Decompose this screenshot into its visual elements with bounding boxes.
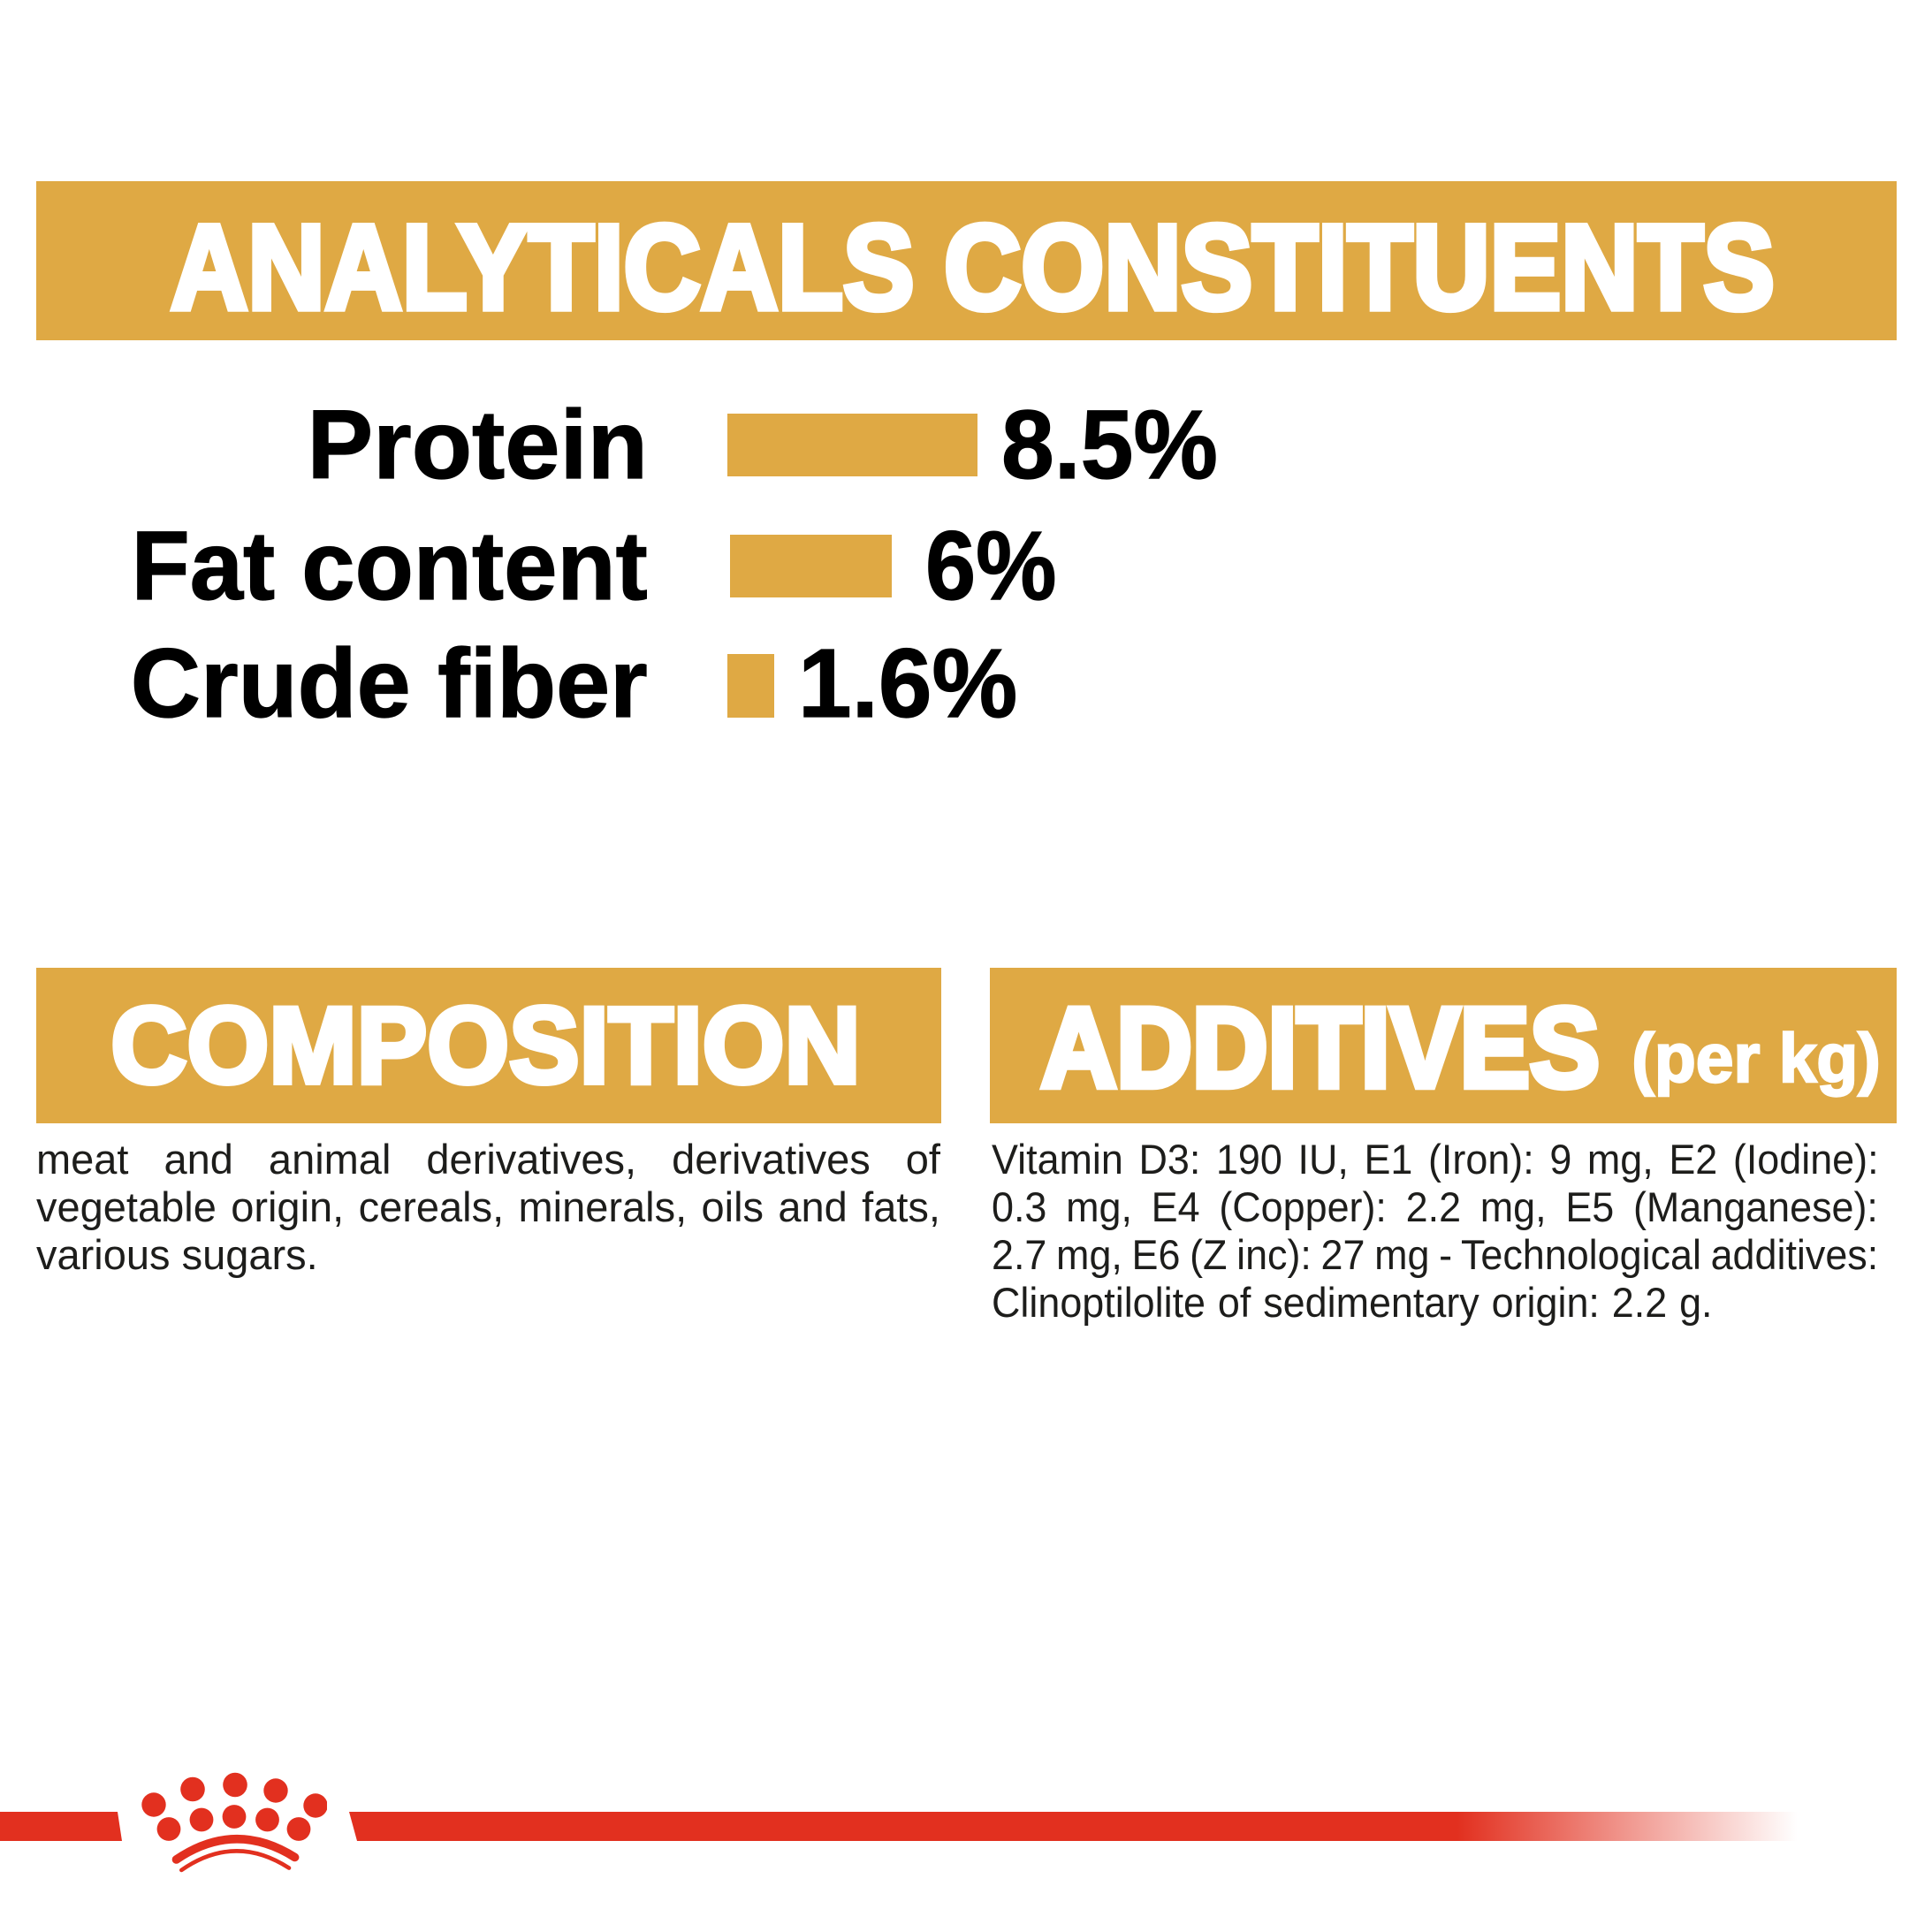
svg-text:(per kg): (per kg) [1632, 1020, 1881, 1097]
svg-text:ANALYTICALS CONSTITUENTS: ANALYTICALS CONSTITUENTS [171, 201, 1775, 335]
svg-text:COMPOSITION: COMPOSITION [110, 984, 860, 1106]
svg-text:ADDITIVES: ADDITIVES [1041, 985, 1600, 1111]
